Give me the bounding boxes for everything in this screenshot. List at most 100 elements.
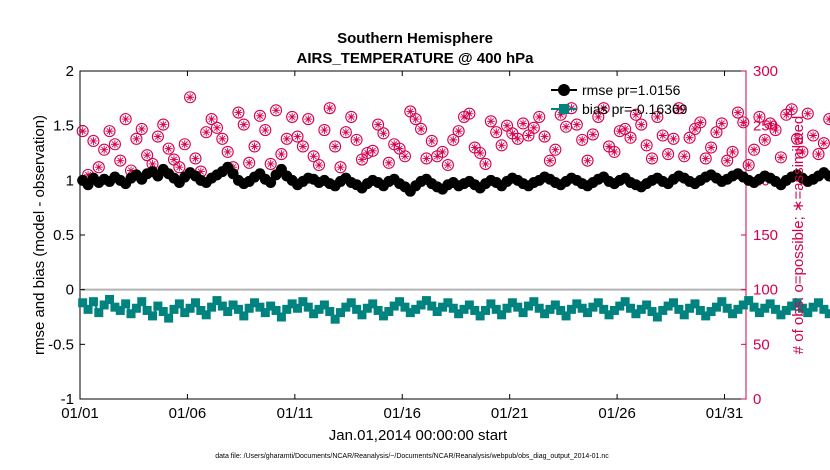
bias-point: [411, 304, 421, 314]
obs-possible-point: [656, 129, 669, 142]
bias-point: [271, 305, 281, 315]
obs-assimilated-point: [750, 145, 759, 154]
obs-possible-point: [495, 139, 508, 152]
bias-point: [105, 295, 115, 305]
y-tick-label-left: 0.5: [53, 227, 74, 244]
bias-point: [158, 307, 168, 317]
bias-point: [556, 305, 566, 315]
bias-point: [239, 311, 249, 321]
obs-assimilated-point: [733, 108, 742, 117]
obs-assimilated-point: [191, 154, 200, 163]
obs-assimilated-point: [384, 158, 393, 167]
obs-assimilated-point: [782, 110, 791, 119]
obs-possible-point: [570, 118, 583, 131]
obs-assimilated-point: [202, 128, 211, 137]
bias-point: [190, 298, 200, 308]
y-tick-label-left: 1.5: [53, 118, 74, 135]
bias-point: [228, 300, 238, 310]
obs-assimilated-point: [169, 155, 178, 164]
obs-possible-point: [801, 107, 814, 120]
bias-point: [803, 308, 813, 318]
obs-possible-point: [409, 113, 422, 126]
bias-point: [250, 298, 260, 308]
bias-point: [464, 300, 474, 310]
bias-point: [384, 307, 394, 317]
obs-assimilated-point: [304, 115, 313, 124]
bias-point: [212, 296, 222, 306]
obs-possible-point: [484, 115, 497, 128]
obs-possible-point: [114, 154, 127, 167]
obs-possible-point: [216, 132, 229, 145]
obs-possible-point: [511, 132, 524, 145]
obs-possible-point: [748, 143, 761, 156]
bias-point: [765, 299, 775, 309]
obs-assimilated-point: [642, 141, 651, 150]
obs-assimilated-point: [594, 112, 603, 121]
obs-possible-point: [823, 113, 830, 126]
obs-possible-point: [645, 152, 659, 165]
obs-possible-point: [726, 145, 739, 158]
obs-assimilated-point: [116, 156, 125, 165]
obs-possible-point: [721, 154, 734, 167]
bias-point: [679, 310, 689, 320]
legend-rmse-marker: [558, 84, 570, 96]
obs-assimilated-point: [137, 124, 146, 133]
obs-assimilated-point: [347, 112, 356, 121]
obs-possible-point: [672, 102, 685, 115]
obs-assimilated-point: [814, 150, 823, 159]
obs-possible-point: [662, 148, 675, 161]
obs-possible-point: [173, 161, 186, 174]
obs-assimilated-point: [460, 112, 469, 121]
obs-possible-point: [415, 122, 428, 135]
bias-point: [513, 302, 523, 312]
obs-possible-point: [329, 140, 342, 153]
obs-assimilated-point: [476, 149, 485, 157]
obs-assimilated-point: [110, 140, 119, 149]
bias-point: [636, 304, 646, 314]
obs-possible-point: [790, 132, 804, 145]
bias-point: [459, 304, 469, 314]
obs-possible-point: [678, 150, 691, 163]
bias-point: [561, 311, 571, 321]
obs-assimilated-point: [266, 159, 275, 168]
obs-possible-point: [232, 106, 245, 119]
obs-possible-point: [479, 157, 492, 170]
obs-assimilated-point: [400, 152, 409, 161]
bias-point: [593, 298, 603, 308]
bias-point: [153, 301, 163, 311]
obs-assimilated-point: [315, 161, 324, 170]
obs-assimilated-point: [545, 156, 554, 165]
bias-point: [824, 309, 830, 319]
obs-possible-point: [576, 133, 589, 146]
bias-point: [298, 297, 308, 307]
obs-possible-point: [130, 132, 143, 145]
obs-possible-point: [812, 148, 825, 161]
y-tick-label-left: 0: [66, 282, 74, 299]
obs-possible-point: [157, 118, 170, 131]
obs-assimilated-point: [701, 154, 710, 163]
obs-possible-point: [710, 126, 723, 139]
bias-point: [88, 297, 98, 307]
bias-point: [346, 298, 356, 308]
bias-point: [728, 309, 738, 319]
bias-point: [695, 305, 705, 315]
obs-possible-point: [694, 116, 707, 129]
bias-point: [319, 300, 329, 310]
bias-point: [733, 304, 743, 314]
bias-point: [201, 310, 211, 320]
x-tick-label: 01/21: [491, 405, 529, 422]
obs-assimilated-point: [540, 132, 549, 141]
bias-point: [110, 302, 120, 312]
x-tick-label: 01/11: [277, 405, 313, 422]
x-tick-label: 01/01: [61, 405, 99, 422]
bias-point: [566, 304, 576, 314]
obs-assimilated-point: [497, 141, 506, 150]
bias-point: [164, 313, 174, 323]
bias-point: [115, 305, 125, 315]
obs-assimilated-point: [556, 110, 565, 119]
bias-point: [185, 303, 195, 313]
bias-point: [760, 303, 770, 313]
obs-possible-point: [178, 138, 191, 151]
obs-possible-point: [296, 140, 309, 153]
bias-point: [577, 303, 587, 313]
